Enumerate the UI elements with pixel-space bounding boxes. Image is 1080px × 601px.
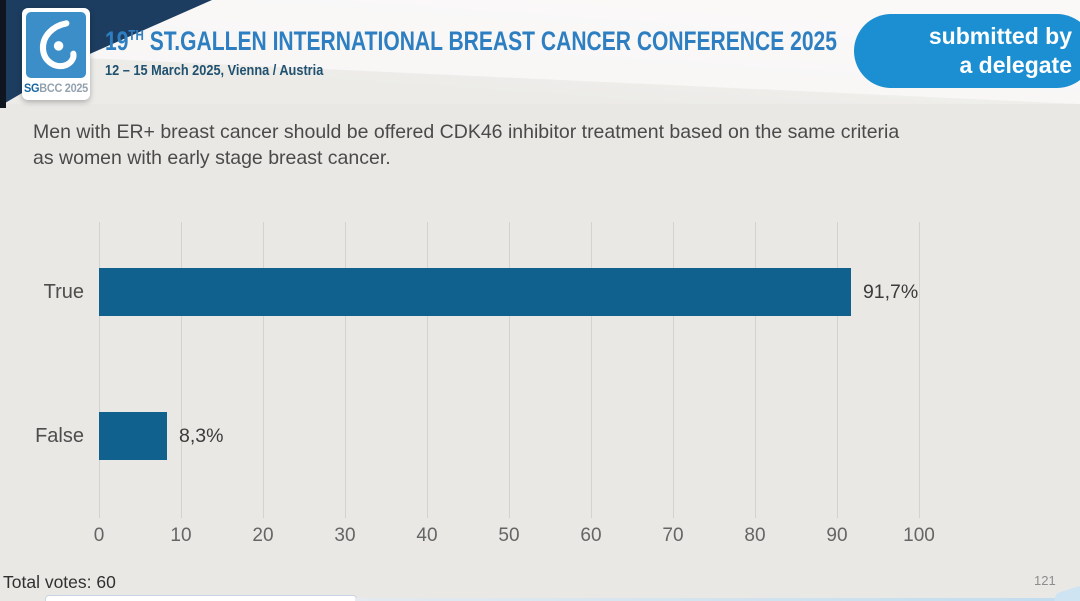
x-tick-label: 20: [252, 525, 274, 546]
conference-logo: SGBCC 2025: [22, 8, 90, 100]
bar-false: [99, 412, 168, 460]
question-line1: Men with ER+ breast cancer should be off…: [33, 121, 900, 143]
gridline: [427, 222, 428, 518]
x-tick-label: 100: [903, 525, 935, 546]
badge-line1: submitted by: [928, 23, 1072, 49]
header-titles: 19TH ST.GALLEN INTERNATIONAL BREAST CANC…: [105, 26, 1043, 79]
left-edge-strip: [0, 0, 6, 108]
gridline: [673, 222, 674, 518]
x-tick-label: 60: [580, 525, 602, 546]
logo-brand-text: SGBCC 2025: [24, 83, 88, 95]
gridline: [509, 222, 510, 518]
bar-true: [99, 268, 851, 316]
page-number: 121: [1034, 573, 1056, 588]
x-tick-label: 30: [334, 525, 356, 546]
gridline: [99, 222, 100, 518]
bottom-overlay-control: [45, 595, 357, 601]
conference-dates: 12 – 15 March 2025, Vienna / Austria: [105, 62, 324, 79]
corner-highlight: [1052, 584, 1080, 601]
gridline: [837, 222, 838, 518]
total-votes: Total votes: 60: [3, 572, 116, 592]
x-tick-label: 90: [826, 525, 848, 546]
conference-title: 19TH ST.GALLEN INTERNATIONAL BREAST CANC…: [105, 26, 837, 56]
submitted-by-badge: submitted by a delegate: [854, 14, 1080, 88]
bottom-strip: [355, 598, 1080, 601]
value-label: 91,7%: [862, 281, 919, 303]
x-tick-label: 50: [498, 525, 520, 546]
x-tick-label: 0: [93, 525, 105, 546]
gridline: [345, 222, 346, 518]
x-tick-label: 70: [662, 525, 684, 546]
gridline: [591, 222, 592, 518]
header: SGBCC 2025 19TH ST.GALLEN INTERNATIONAL …: [0, 0, 1080, 108]
category-label: True: [43, 281, 84, 303]
x-tick-label: 10: [170, 525, 192, 546]
question-line2: as women with early stage breast cancer.: [33, 147, 391, 169]
poll-question: Men with ER+ breast cancer should be off…: [33, 119, 899, 171]
gridline: [263, 222, 264, 518]
gridline: [181, 222, 182, 518]
sgbcc-drop-icon: [26, 12, 86, 78]
gridline: [919, 222, 920, 518]
x-tick-label: 80: [744, 525, 766, 546]
category-label: False: [35, 425, 84, 447]
x-tick-label: 40: [416, 525, 438, 546]
value-label: 8,3%: [179, 425, 224, 447]
badge-line2: a delegate: [959, 52, 1073, 78]
poll-results-bar-chart: 0 10 20 30 40 50 60 70 80 90 100 True 91,7% False 8,3%: [0, 205, 1080, 565]
gridline: [755, 222, 756, 518]
